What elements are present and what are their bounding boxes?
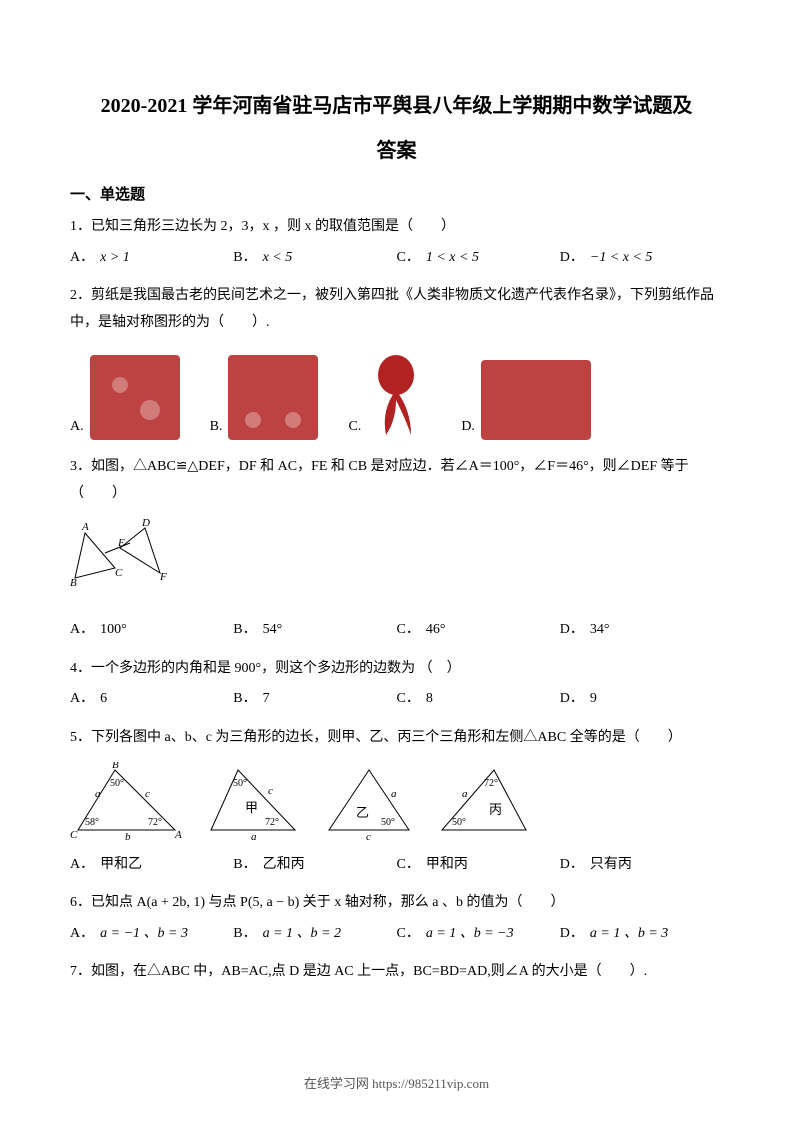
q6-option-c: C．a = 1 、b = −3 bbox=[397, 921, 560, 948]
q3-option-a: A．100° bbox=[70, 617, 233, 644]
q5-option-b: B．乙和丙 bbox=[233, 852, 396, 879]
svg-text:c: c bbox=[366, 831, 371, 842]
svg-text:甲: 甲 bbox=[245, 800, 258, 815]
q5-figures: B C A 50° 58° 72° a c b 50° 72° 甲 a c 50… bbox=[70, 762, 723, 842]
svg-text:B: B bbox=[70, 577, 77, 589]
q1-option-b: B．x < 5 bbox=[233, 245, 396, 272]
svg-text:a: a bbox=[462, 788, 468, 800]
question-2-text: 2．剪纸是我国最古老的民间艺术之一，被列入第四批《人类非物质文化遗产代表作名录》… bbox=[70, 283, 723, 336]
q4-option-c: C．8 bbox=[397, 686, 560, 713]
question-4-options: A．6 B．7 C．8 D．9 bbox=[70, 686, 723, 713]
question-5-text: 5．下列各图中 a、b、c 为三角形的边长，则甲、乙、丙三个三角形和左侧△ABC… bbox=[70, 725, 723, 752]
question-1: 1．已知三角形三边长为 2，3，x ，则 x 的取值范围是（ ） A．x > 1… bbox=[70, 214, 723, 271]
question-5: 5．下列各图中 a、b、c 为三角形的边长，则甲、乙、丙三个三角形和左侧△ABC… bbox=[70, 725, 723, 878]
svg-text:b: b bbox=[125, 831, 131, 842]
q3-option-c: C．46° bbox=[397, 617, 560, 644]
q5-option-d: D．只有丙 bbox=[560, 852, 723, 879]
q2-option-a: A. bbox=[70, 355, 180, 440]
q5-option-c: C．甲和丙 bbox=[397, 852, 560, 879]
section-header: 一、单选题 bbox=[70, 183, 723, 204]
q4-option-a: A．6 bbox=[70, 686, 233, 713]
page-title-line1: 2020-2021 学年河南省驻马店市平舆县八年级上学期期中数学试题及 bbox=[70, 90, 723, 122]
question-2-images: A. B. C. D. bbox=[70, 350, 723, 440]
q3-option-b: B．54° bbox=[233, 617, 396, 644]
q6-option-b: B．a = 1 、b = 2 bbox=[233, 921, 396, 948]
svg-text:C: C bbox=[115, 567, 123, 579]
svg-text:a: a bbox=[95, 788, 101, 800]
svg-text:58°: 58° bbox=[85, 817, 99, 828]
svg-text:50°: 50° bbox=[233, 778, 247, 789]
svg-text:A: A bbox=[174, 829, 182, 841]
question-4: 4．一个多边形的内角和是 900°，则这个多边形的边数为 （ ） A．6 B．7… bbox=[70, 656, 723, 713]
svg-text:丙: 丙 bbox=[489, 802, 502, 817]
q1-option-a: A．x > 1 bbox=[70, 245, 233, 272]
svg-text:72°: 72° bbox=[265, 817, 279, 828]
question-1-options: A．x > 1 B．x < 5 C．1 < x < 5 D．−1 < x < 5 bbox=[70, 245, 723, 272]
q2-label-c: C. bbox=[348, 414, 361, 441]
q6-option-a: A．a = −1 、b = 3 bbox=[70, 921, 233, 948]
question-6-text: 6．已知点 A(a + 2b, 1) 与点 P(5, a − b) 关于 x 轴… bbox=[70, 890, 723, 917]
question-4-text: 4．一个多边形的内角和是 900°，则这个多边形的边数为 （ ） bbox=[70, 656, 723, 683]
q2-label-a: A. bbox=[70, 414, 84, 441]
svg-text:50°: 50° bbox=[452, 817, 466, 828]
q2-label-d: D. bbox=[461, 414, 475, 441]
question-1-text: 1．已知三角形三边长为 2，3，x ，则 x 的取值范围是（ ） bbox=[70, 214, 723, 241]
papercut-b-icon bbox=[228, 355, 318, 440]
page-title-line2: 答案 bbox=[70, 134, 723, 163]
q6-option-d: D．a = 1 、b = 3 bbox=[560, 921, 723, 948]
page-footer: 在线学习网 https://985211vip.com bbox=[0, 1073, 793, 1092]
q5-triangle-abc: B C A 50° 58° 72° a c b bbox=[70, 762, 185, 842]
svg-text:D: D bbox=[141, 518, 150, 529]
question-2: 2．剪纸是我国最古老的民间艺术之一，被列入第四批《人类非物质文化遗产代表作名录》… bbox=[70, 283, 723, 440]
svg-text:50°: 50° bbox=[110, 778, 124, 789]
q1-option-c: C．1 < x < 5 bbox=[397, 245, 560, 272]
question-5-options: A．甲和乙 B．乙和丙 C．甲和丙 D．只有丙 bbox=[70, 852, 723, 879]
q5-triangle-bing: 72° 50° 丙 a bbox=[434, 762, 534, 842]
q4-option-b: B．7 bbox=[233, 686, 396, 713]
svg-text:A: A bbox=[81, 521, 89, 533]
papercut-d-icon bbox=[481, 360, 591, 440]
papercut-c-icon bbox=[361, 350, 431, 440]
question-7-text: 7．如图，在△ABC 中，AB=AC,点 D 是边 AC 上一点，BC=BD=A… bbox=[70, 959, 723, 986]
question-7: 7．如图，在△ABC 中，AB=AC,点 D 是边 AC 上一点，BC=BD=A… bbox=[70, 959, 723, 986]
q4-option-d: D．9 bbox=[560, 686, 723, 713]
svg-text:c: c bbox=[145, 788, 150, 800]
question-3: 3．如图，△ABC≌△DEF，DF 和 AC，FE 和 CB 是对应边．若∠A＝… bbox=[70, 454, 723, 643]
svg-text:50°: 50° bbox=[381, 817, 395, 828]
q5-triangle-yi: 50° 乙 a c bbox=[321, 762, 416, 842]
q2-option-b: B. bbox=[210, 355, 319, 440]
svg-text:a: a bbox=[251, 831, 257, 842]
svg-text:乙: 乙 bbox=[356, 805, 369, 820]
svg-text:E: E bbox=[117, 537, 125, 549]
q1-option-d: D．−1 < x < 5 bbox=[560, 245, 723, 272]
q5-option-a: A．甲和乙 bbox=[70, 852, 233, 879]
question-6: 6．已知点 A(a + 2b, 1) 与点 P(5, a − b) 关于 x 轴… bbox=[70, 890, 723, 947]
svg-text:72°: 72° bbox=[484, 778, 498, 789]
q3-figure: A B C D E F bbox=[70, 518, 170, 593]
q3-option-d: D．34° bbox=[560, 617, 723, 644]
svg-text:B: B bbox=[112, 762, 119, 771]
q2-label-b: B. bbox=[210, 414, 223, 441]
svg-text:a: a bbox=[391, 788, 397, 800]
question-3-text: 3．如图，△ABC≌△DEF，DF 和 AC，FE 和 CB 是对应边．若∠A＝… bbox=[70, 454, 723, 507]
question-6-options: A．a = −1 、b = 3 B．a = 1 、b = 2 C．a = 1 、… bbox=[70, 921, 723, 948]
q5-triangle-jia: 50° 72° 甲 a c bbox=[203, 762, 303, 842]
question-3-options: A．100° B．54° C．46° D．34° bbox=[70, 617, 723, 644]
q2-option-d: D. bbox=[461, 360, 591, 440]
svg-text:C: C bbox=[70, 829, 78, 841]
svg-text:c: c bbox=[268, 785, 273, 797]
papercut-a-icon bbox=[90, 355, 180, 440]
q2-option-c: C. bbox=[348, 350, 431, 440]
svg-text:72°: 72° bbox=[148, 817, 162, 828]
svg-text:F: F bbox=[159, 571, 167, 583]
